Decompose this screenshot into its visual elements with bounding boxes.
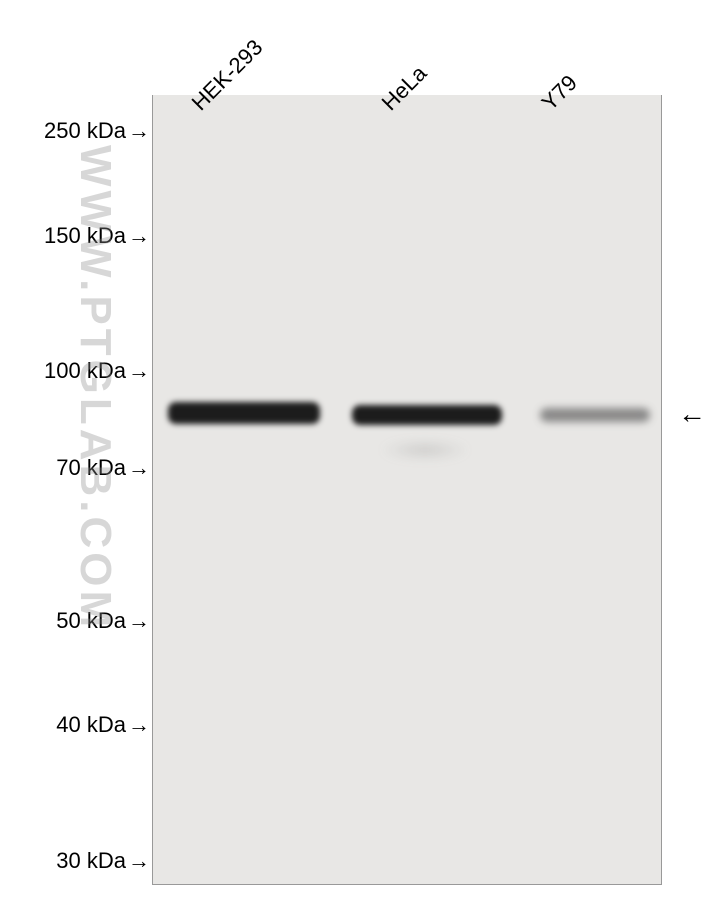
marker-label: 250 kDa→: [0, 118, 150, 144]
watermark-text: WWW.PTGLAB.COM: [70, 145, 120, 631]
figure-container: HEK-293HeLaY79 250 kDa→150 kDa→100 kDa→7…: [0, 0, 725, 903]
target-band-arrow: ←: [678, 398, 706, 430]
protein-band: [168, 402, 320, 424]
marker-label: 30 kDa→: [0, 848, 150, 874]
marker-label: 40 kDa→: [0, 712, 150, 738]
protein-band: [352, 405, 502, 425]
blot-smudge: [380, 440, 470, 460]
blot-membrane: [152, 95, 662, 885]
protein-band: [540, 408, 650, 422]
